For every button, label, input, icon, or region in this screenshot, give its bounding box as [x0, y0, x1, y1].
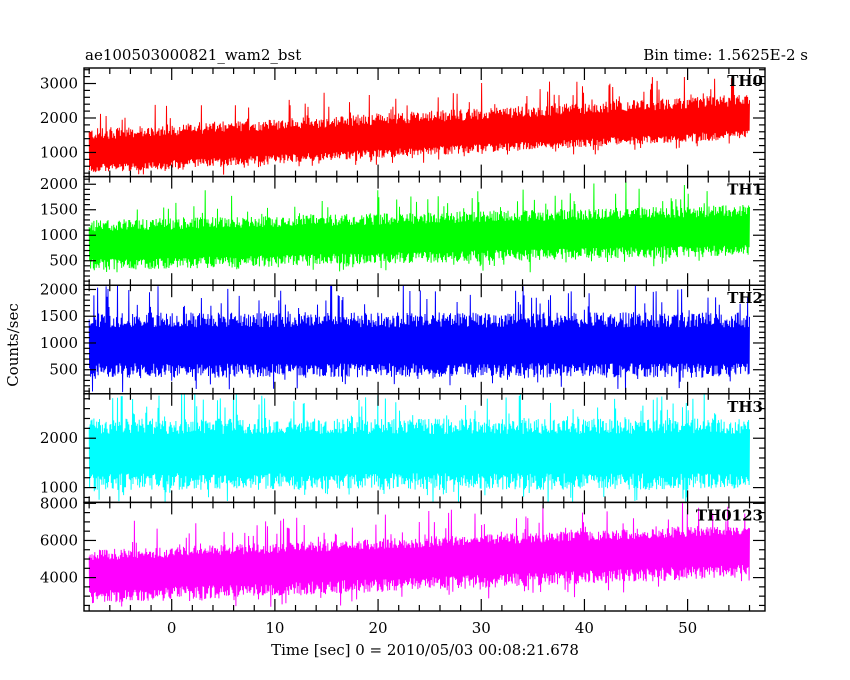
chart-title-left: ae100503000821_wam2_bst — [85, 46, 301, 64]
y-tick-label: 3000 — [40, 75, 78, 93]
x-tick-label: 20 — [369, 619, 388, 637]
y-tick-label: 6000 — [40, 531, 78, 549]
y-tick-label: 1500 — [40, 201, 78, 219]
y-tick-label: 2000 — [40, 109, 78, 127]
y-tick-label: 2000 — [40, 175, 78, 193]
y-tick-label: 500 — [49, 361, 78, 379]
y-tick-label: 8000 — [40, 494, 78, 512]
panel-th0123: 4000 6000 8000 TH0123 — [40, 494, 766, 612]
panel-th1: 500 1000 1500 2000 TH1 — [40, 175, 766, 286]
panel-label-th0123: TH0123 — [696, 506, 763, 524]
x-tick-label: 0 — [167, 619, 177, 637]
trace-th0 — [88, 76, 750, 175]
y-tick-label: 1000 — [40, 479, 78, 497]
panel-label-th1: TH1 — [727, 181, 763, 199]
x-tick-label: 30 — [472, 619, 491, 637]
y-tick-label: 1000 — [40, 226, 78, 244]
panel-th2: 500 1000 1500 2000 TH2 — [40, 280, 766, 395]
x-tick-label: 10 — [265, 619, 284, 637]
y-tick-label: 1000 — [40, 334, 78, 352]
panel-th0: 1000 2000 3000 TH0 — [40, 67, 766, 178]
x-tick-label: 40 — [575, 619, 594, 637]
y-tick-label: 1500 — [40, 307, 78, 325]
y-tick-label: 2000 — [40, 429, 78, 447]
y-tick-label: 500 — [49, 252, 78, 270]
y-tick-label: 2000 — [40, 280, 78, 298]
x-axis-label: Time [sec] 0 = 2010/05/03 00:08:21.678 — [271, 641, 579, 659]
y-tick-label: 1000 — [40, 143, 78, 161]
panel-label-th2: TH2 — [727, 289, 763, 307]
y-tick-label: 4000 — [40, 569, 78, 587]
trace-th3 — [88, 393, 750, 503]
trace-th2 — [88, 285, 750, 394]
x-tick-label: 50 — [678, 619, 697, 637]
panel-frame — [83, 501, 766, 612]
panel-th3: 1000 2000 TH3 — [40, 393, 766, 504]
trace-th0123 — [88, 502, 750, 607]
y-axis-label: Counts/sec — [4, 303, 22, 387]
chart-title-right: Bin time: 1.5625E-2 s — [643, 46, 808, 64]
panel-label-th0: TH0 — [727, 72, 763, 90]
panel-label-th3: TH3 — [727, 398, 763, 416]
trace-th1 — [88, 181, 750, 273]
